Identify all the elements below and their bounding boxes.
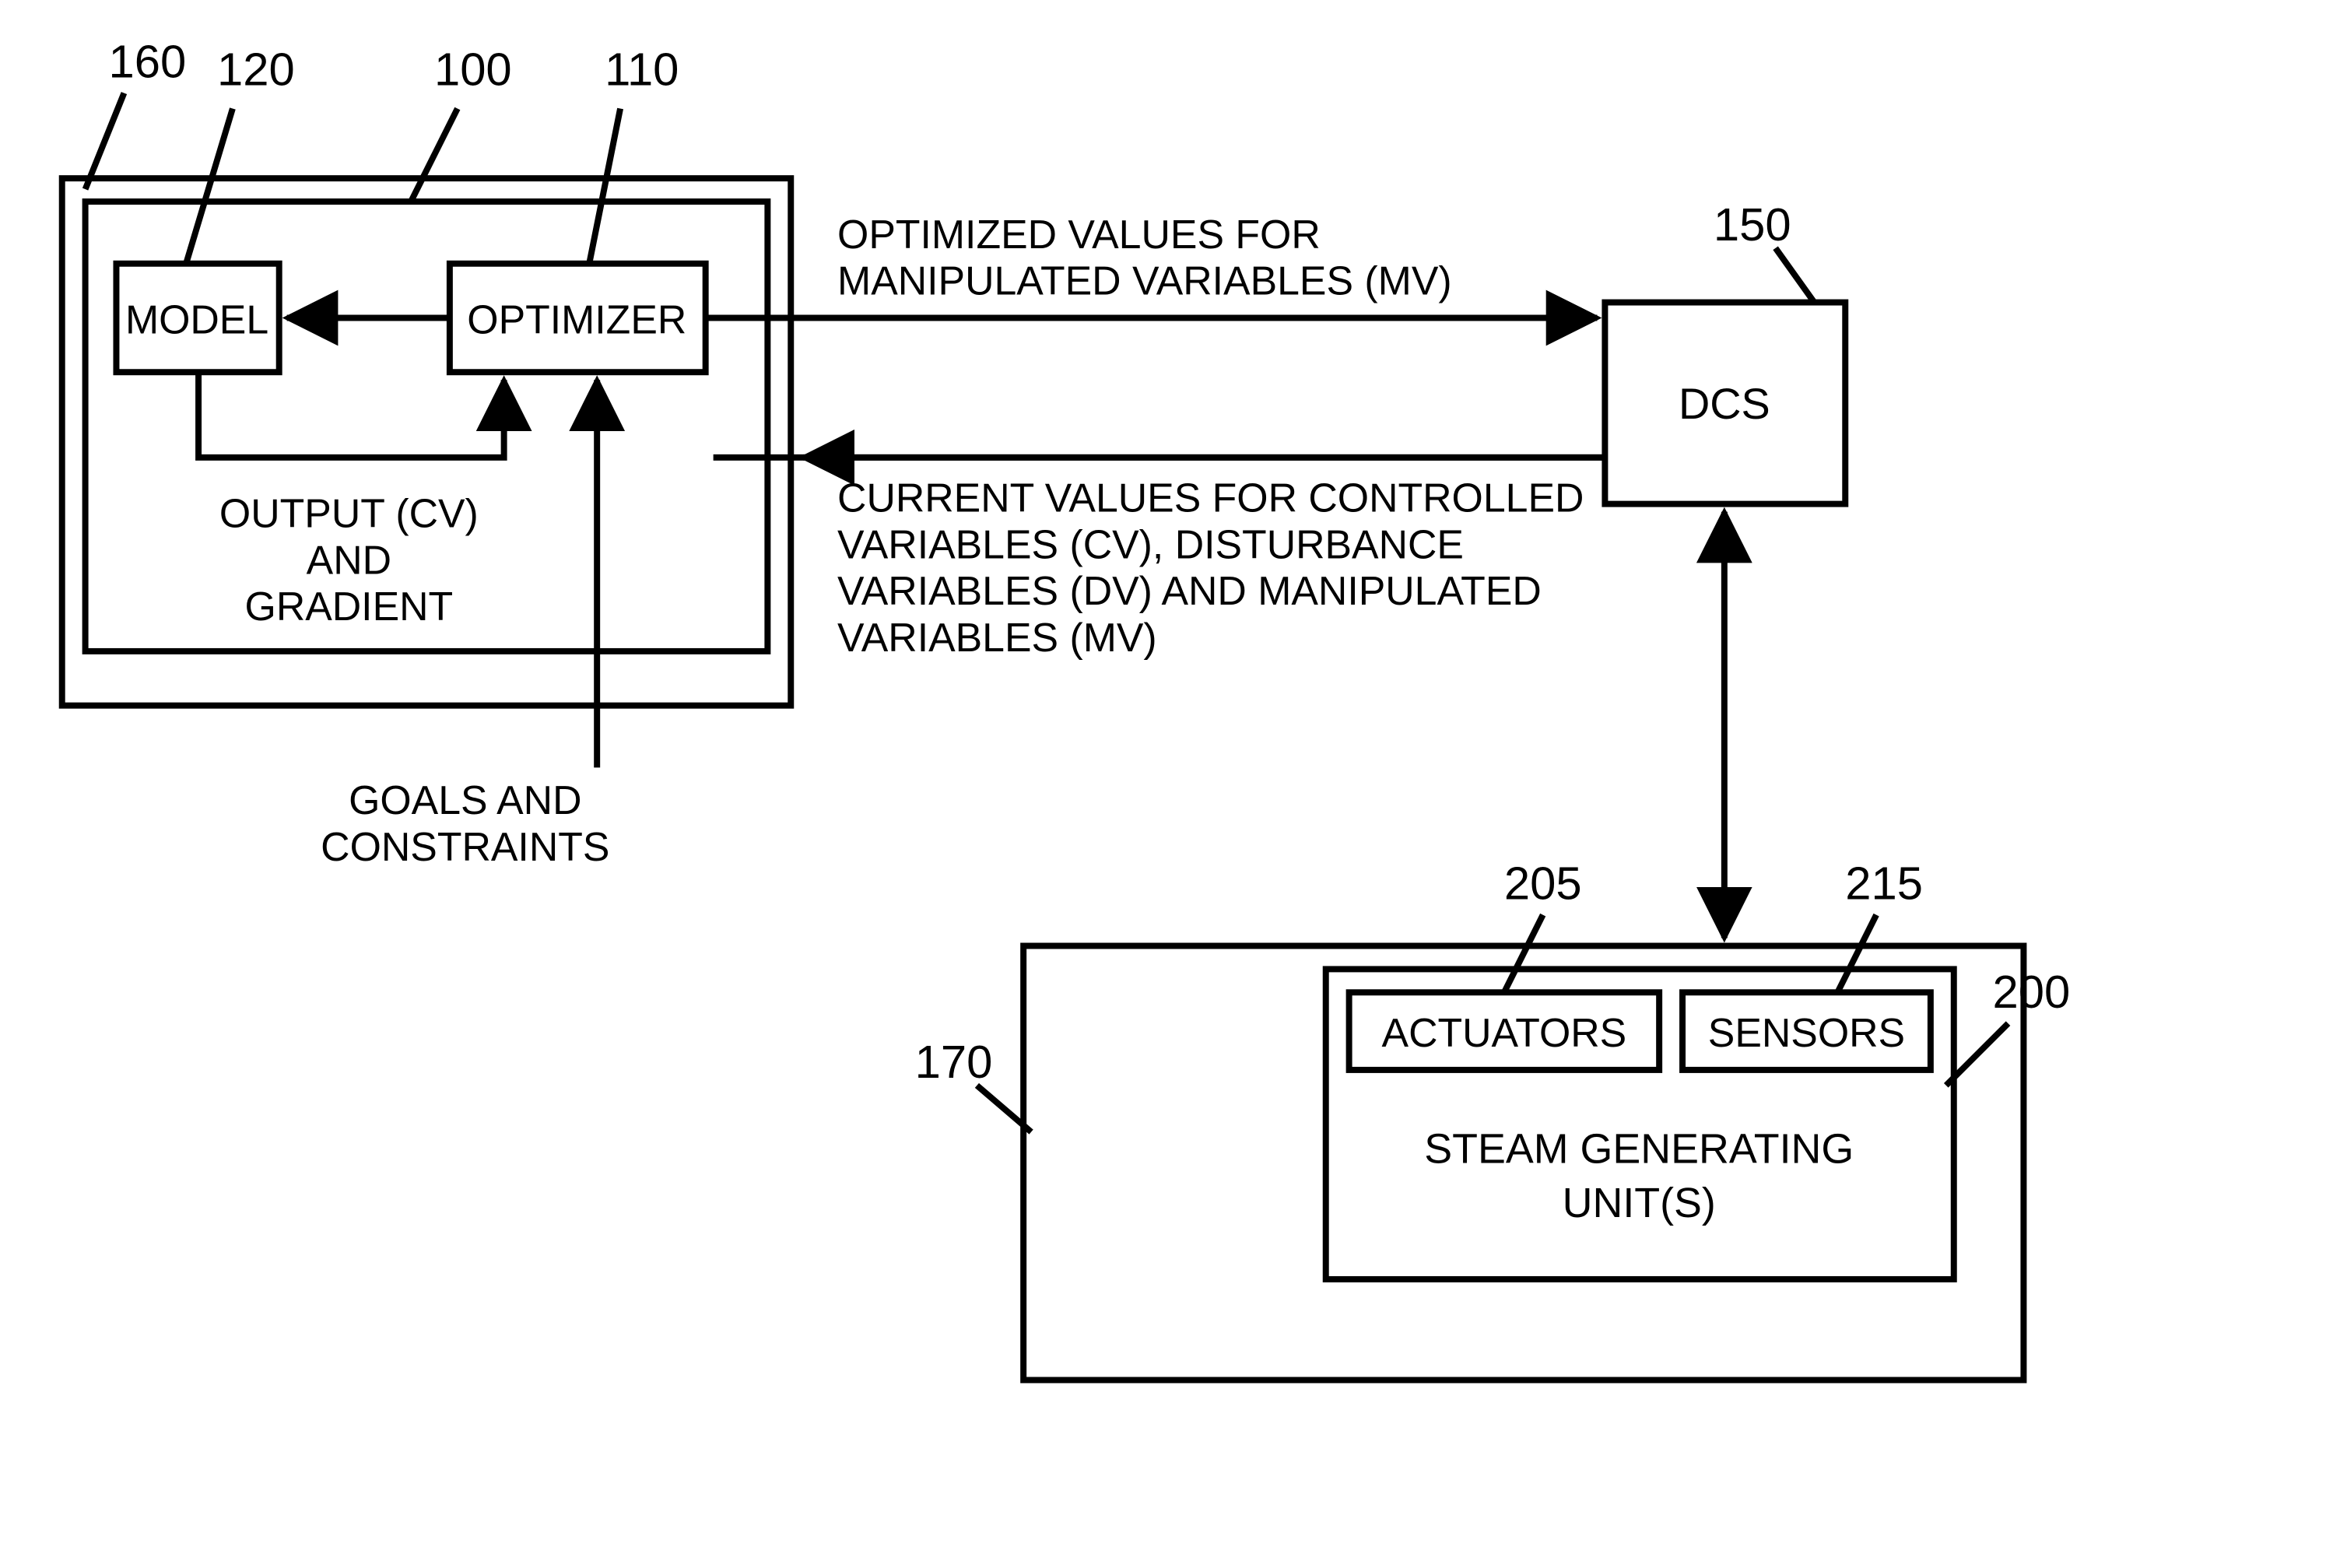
ref-160: 160 (108, 36, 186, 88)
lead-150 (1776, 248, 1815, 303)
goals-1: GOALS AND (349, 777, 581, 823)
cur-4: VARIABLES (MV) (837, 615, 1157, 660)
ref-100: 100 (434, 44, 512, 96)
system-diagram: MODEL OPTIMIZER OUTPUT (CV) AND GRADIENT… (0, 0, 2326, 1566)
ref-120: 120 (217, 44, 295, 96)
ref-170: 170 (915, 1036, 993, 1088)
steam-label-1: STEAM GENERATING (1424, 1125, 1854, 1172)
ref-215: 215 (1845, 858, 1923, 910)
ref-200: 200 (1993, 966, 2071, 1018)
output-cv-label-1: OUTPUT (CV) (219, 491, 479, 536)
ref-150: 150 (1714, 198, 1791, 251)
output-cv-label-3: GRADIENT (245, 584, 454, 629)
cur-2: VARIABLES (CV), DISTURBANCE (837, 521, 1464, 567)
model-label: MODEL (125, 296, 268, 342)
optimizer-label: OPTIMIZER (467, 296, 686, 342)
ref-110: 110 (605, 44, 679, 96)
ref-205: 205 (1504, 858, 1582, 910)
steam-label-2: UNIT(S) (1563, 1180, 1716, 1226)
cur-1: CURRENT VALUES FOR CONTROLLED (837, 475, 1584, 521)
sensors-label: SENSORS (1708, 1010, 1905, 1055)
output-cv-label-2: AND (307, 537, 391, 582)
dcs-label: DCS (1679, 379, 1770, 428)
cur-3: VARIABLES (DV) AND MANIPULATED (837, 568, 1542, 613)
opt-mv-2: MANIPULATED VARIABLES (MV) (837, 258, 1452, 303)
opt-mv-1: OPTIMIZED VALUES FOR (837, 212, 1321, 257)
actuators-label: ACTUATORS (1382, 1010, 1627, 1055)
lead-160 (86, 93, 125, 190)
goals-2: CONSTRAINTS (321, 824, 609, 869)
